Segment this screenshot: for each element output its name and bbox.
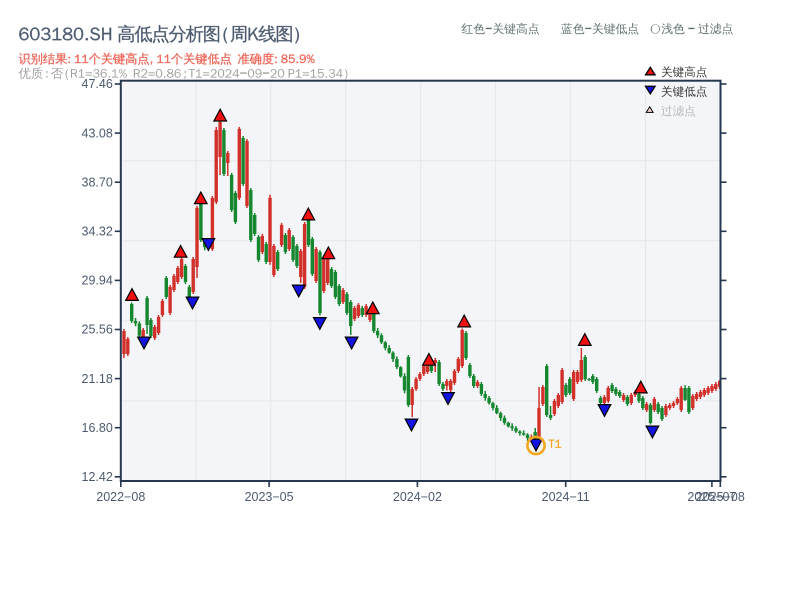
svg-text:38.70: 38.70 (82, 175, 113, 189)
svg-text:43.08: 43.08 (82, 126, 113, 140)
svg-text:2024−11: 2024−11 (542, 490, 590, 504)
svg-text:12.42: 12.42 (82, 470, 113, 484)
svg-text:2024−02: 2024−02 (393, 490, 442, 504)
svg-text:2025−07: 2025−07 (687, 490, 736, 504)
svg-text:16.80: 16.80 (82, 421, 113, 435)
svg-text:21.18: 21.18 (82, 372, 113, 386)
svg-text:2023−05: 2023−05 (245, 490, 294, 504)
svg-text:2025−08: 2025−08 (696, 490, 745, 504)
svg-text:2022−08: 2022−08 (96, 490, 145, 504)
svg-text:47.46: 47.46 (82, 77, 113, 91)
svg-text:34.32: 34.32 (82, 225, 113, 239)
svg-text:25.56: 25.56 (82, 323, 113, 337)
svg-text:29.94: 29.94 (82, 274, 113, 288)
